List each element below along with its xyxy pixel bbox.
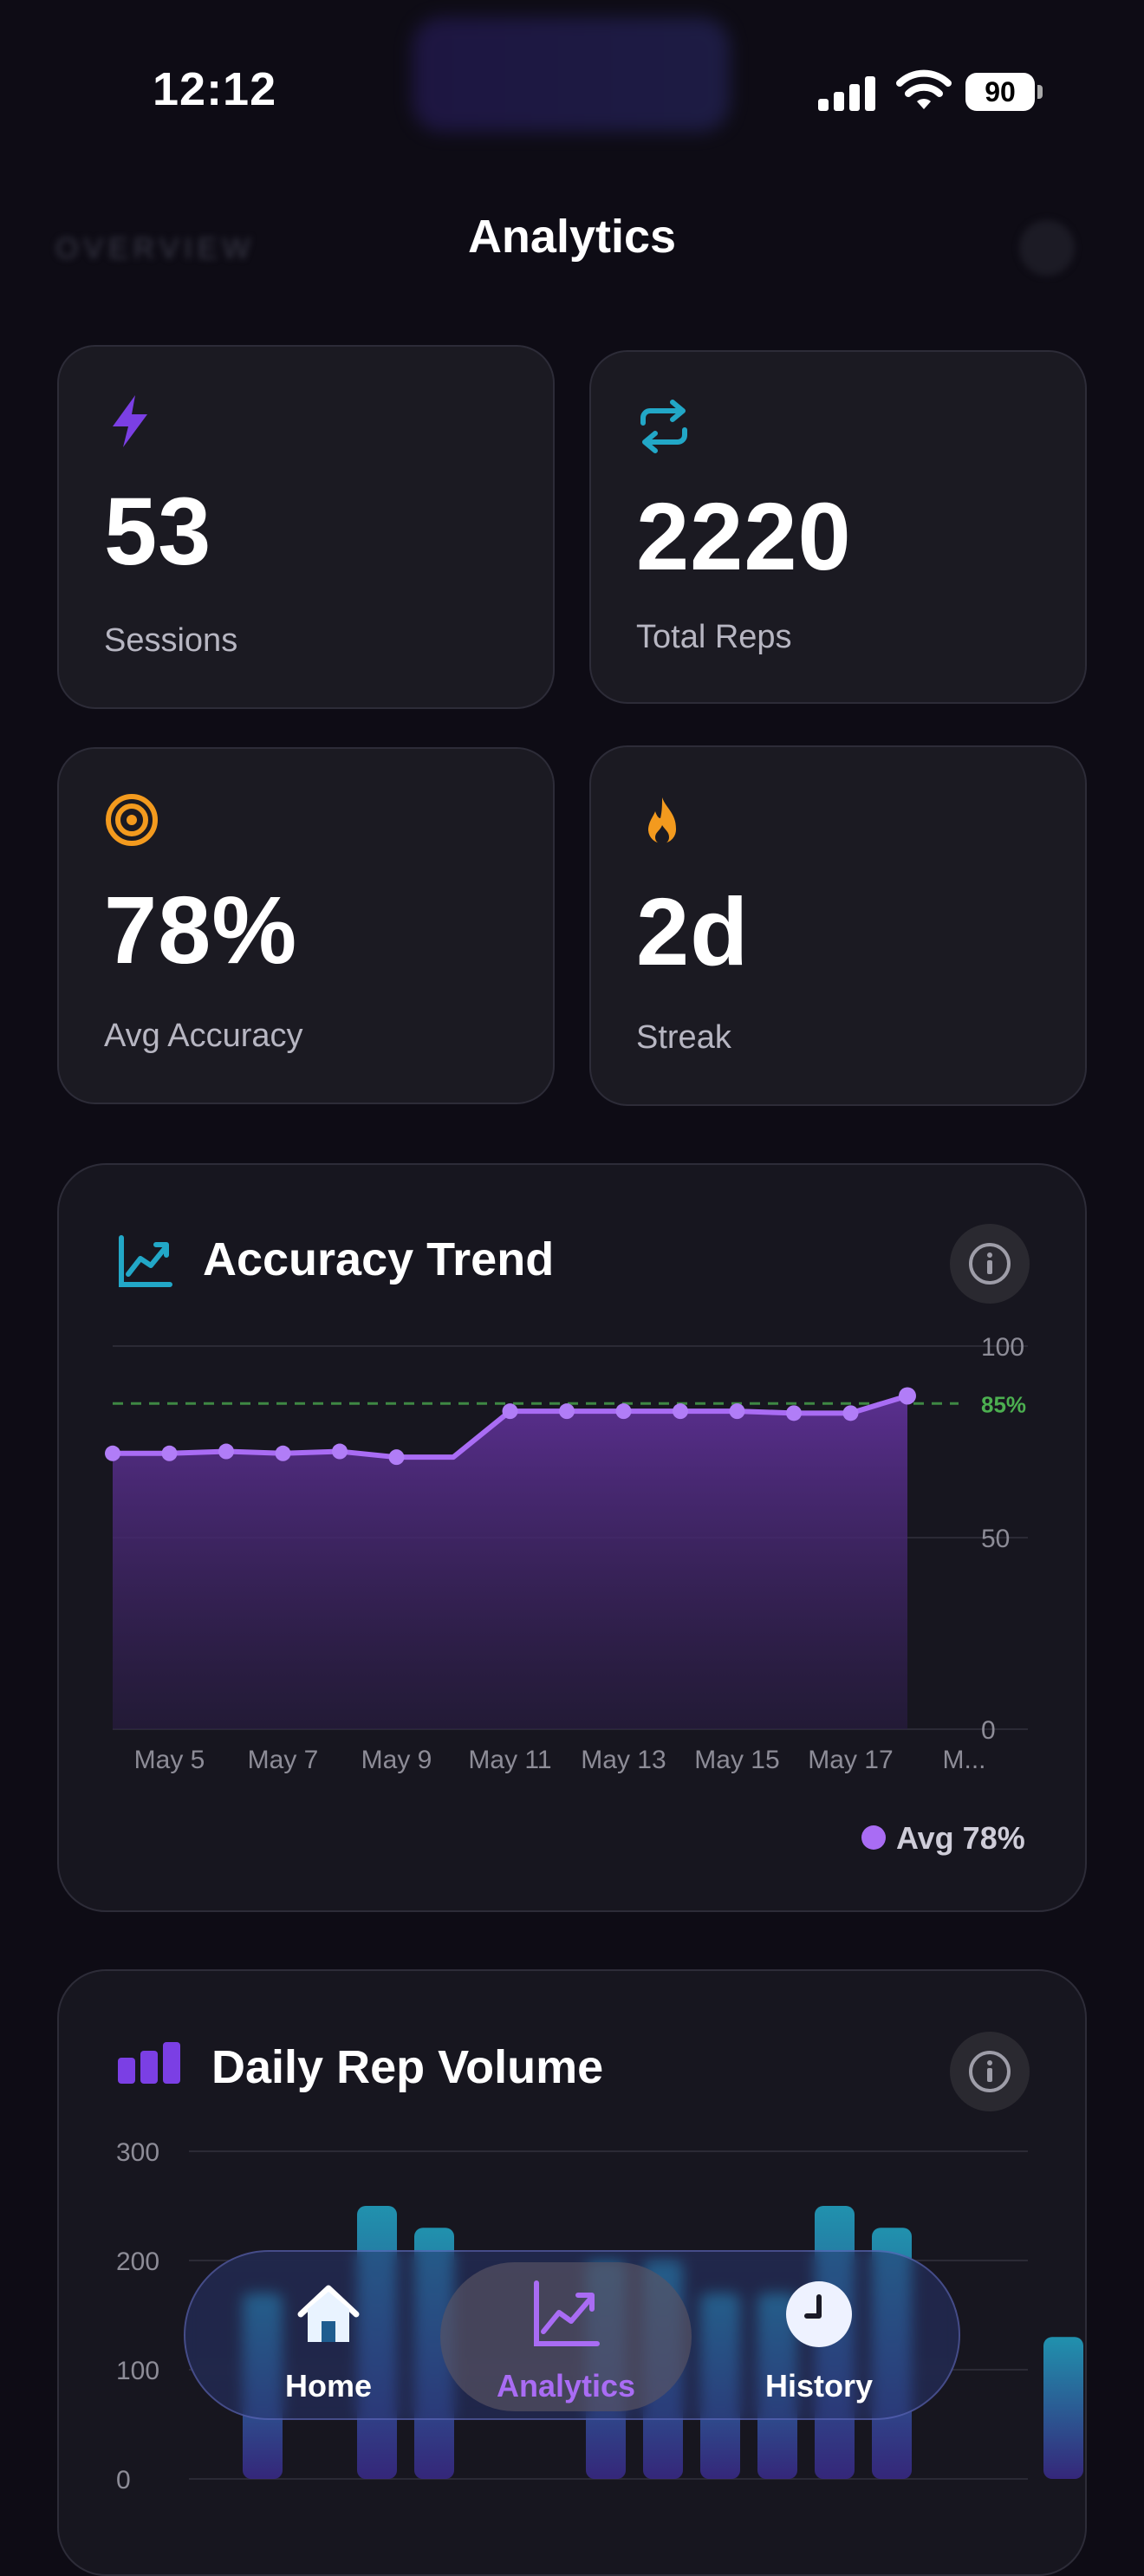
total-reps-value: 2220 — [636, 484, 852, 590]
blurred-background-text: OVERVIEW — [55, 232, 256, 265]
y-tick-label: 200 — [116, 2247, 159, 2276]
battery-body — [965, 73, 1035, 111]
repeat-icon — [640, 400, 687, 453]
data-point — [218, 1443, 234, 1460]
y-tick-label: 100 — [981, 1333, 1024, 1362]
info-icon — [969, 1243, 1011, 1285]
total-reps-card: 2220 Total Reps — [589, 350, 1087, 704]
cellular-signal-icon — [818, 76, 875, 111]
data-point — [842, 1405, 859, 1421]
avg-accuracy-value: 78% — [104, 877, 298, 984]
accuracy-area — [113, 1395, 907, 1729]
battery-level: 90 — [985, 76, 1016, 107]
data-point — [559, 1403, 575, 1420]
x-tick-label: May 9 — [361, 1746, 432, 1774]
data-point — [615, 1403, 632, 1420]
y-tick-label: 50 — [981, 1525, 1010, 1553]
home-icon — [297, 2285, 360, 2342]
chart-icon — [534, 2280, 600, 2346]
bolt-icon — [113, 395, 147, 447]
target-icon — [106, 794, 158, 846]
x-tick-label: May 17 — [808, 1746, 893, 1774]
target-label: 85% — [981, 1391, 1026, 1417]
tab-history-label: History — [764, 2368, 874, 2404]
volume-info-button[interactable] — [950, 2032, 1030, 2111]
flame-icon — [648, 797, 677, 844]
accuracy-trend-card: Accuracy Trend 0 50 100 85% May 5 May 7 May 9 M… — [57, 1163, 1087, 1912]
y-tick-label: 100 — [116, 2357, 159, 2385]
daily-rep-volume-title: Daily Rep Volume — [211, 2041, 604, 2093]
x-tick-label: M... — [943, 1746, 986, 1774]
data-point — [275, 1445, 291, 1461]
data-point — [388, 1449, 405, 1466]
trend-chart-icon — [119, 1235, 172, 1287]
streak-card: 2d Streak — [589, 745, 1087, 1106]
avg-accuracy-label: Avg Accuracy — [104, 1018, 303, 1054]
tab-bar: Home Analytics History — [184, 2250, 960, 2420]
volume-bar — [1043, 2337, 1083, 2479]
page-title: Analytics — [467, 211, 677, 263]
avg-accuracy-card: 78% Avg Accuracy — [57, 747, 555, 1104]
tab-home-label: Home — [284, 2368, 373, 2404]
sessions-value: 53 — [104, 478, 212, 585]
streak-value: 2d — [636, 879, 750, 986]
data-point — [786, 1405, 802, 1421]
x-tick-label: May 15 — [694, 1746, 779, 1774]
y-tick-label: 300 — [116, 2138, 159, 2167]
tab-analytics[interactable]: Analytics — [440, 2262, 692, 2411]
x-tick-label: May 13 — [581, 1746, 666, 1774]
accuracy-info-button[interactable] — [950, 1224, 1030, 1304]
total-reps-label: Total Reps — [636, 619, 792, 655]
data-point — [729, 1403, 745, 1420]
wifi-icon — [896, 69, 952, 109]
clock-icon — [786, 2281, 852, 2347]
data-point — [332, 1443, 348, 1460]
legend-dot — [861, 1825, 886, 1850]
y-tick-label: 0 — [116, 2466, 131, 2495]
x-tick-label: May 7 — [248, 1746, 319, 1774]
x-tick-label: May 11 — [468, 1746, 551, 1774]
data-point — [502, 1403, 518, 1420]
data-point — [673, 1403, 688, 1420]
status-time: 12:12 — [153, 63, 277, 115]
tab-history[interactable]: History — [693, 2262, 945, 2411]
accuracy-trend-title: Accuracy Trend — [203, 1233, 555, 1285]
accuracy-legend: Avg 78% — [896, 1820, 1025, 1856]
x-tick-label: May 5 — [134, 1746, 205, 1774]
tab-home[interactable]: Home — [203, 2262, 454, 2411]
accuracy-chart: 0 50 100 85% May 5 May 7 May 9 May 11 May 13 May … — [105, 1333, 1028, 1774]
battery-nub — [1037, 85, 1043, 99]
tab-analytics-label: Analytics — [496, 2368, 636, 2404]
blurred-background-button — [1019, 220, 1075, 276]
data-point — [899, 1387, 916, 1405]
sessions-label: Sessions — [104, 622, 238, 659]
blurred-background-pill — [413, 17, 730, 132]
bar-chart-icon — [118, 2042, 180, 2084]
sessions-card: 53 Sessions — [57, 345, 555, 709]
battery-indicator: 90 — [965, 73, 1043, 111]
info-icon — [969, 2051, 1011, 2092]
y-tick-label: 0 — [981, 1716, 996, 1745]
streak-label: Streak — [636, 1019, 731, 1056]
data-point — [105, 1445, 120, 1461]
data-point — [161, 1445, 178, 1461]
